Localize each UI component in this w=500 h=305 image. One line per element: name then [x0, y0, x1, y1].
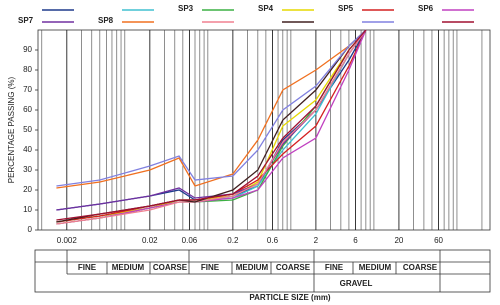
class-label: COARSE [153, 263, 188, 272]
class-label: MEDIUM [112, 263, 145, 272]
class-label: COARSE [403, 263, 438, 272]
series-line [56, 29, 367, 225]
x-axis-label: PARTICLE SIZE (mm) [249, 293, 331, 302]
legend-label: SP8 [98, 16, 114, 25]
x-tick-label: 0.002 [57, 236, 78, 245]
legend-label: SP4 [258, 4, 274, 13]
x-tick-label: 60 [434, 236, 443, 245]
x-tick-label: 2 [314, 236, 319, 245]
y-tick-label: 70 [23, 85, 32, 94]
series-line [56, 29, 367, 225]
series-line [56, 29, 367, 189]
class-label: FINE [325, 263, 344, 272]
plot-frame [37, 29, 491, 231]
legend-label: SP6 [418, 4, 434, 13]
class-label: MEDIUM [236, 263, 269, 272]
legend-label: SP7 [18, 16, 34, 25]
y-tick-label: 30 [23, 165, 32, 174]
class-label: COARSE [276, 263, 311, 272]
legend-label: SP5 [338, 4, 354, 13]
y-tick-label: 40 [23, 145, 32, 154]
y-tick-label: 60 [23, 105, 32, 114]
x-tick-label: 6 [353, 236, 358, 245]
y-tick-label: 80 [23, 65, 32, 74]
y-tick-label: 90 [23, 45, 32, 54]
series-line [56, 29, 367, 225]
x-tick-label: 0.02 [142, 236, 158, 245]
class-label: FINE [201, 263, 220, 272]
y-tick-label: 50 [23, 125, 32, 134]
series-line [56, 29, 367, 223]
series-line [56, 29, 367, 223]
gravel-label: GRAVEL [340, 279, 373, 288]
y-tick-label: 20 [23, 185, 32, 194]
class-label: FINE [78, 263, 97, 272]
series-line [56, 29, 367, 187]
x-tick-label: 0.6 [267, 236, 279, 245]
y-tick-label: 0 [28, 225, 33, 234]
x-tick-label: 0.2 [227, 236, 239, 245]
x-tick-label: 20 [394, 236, 403, 245]
series-line [56, 29, 367, 221]
class-label: MEDIUM [359, 263, 392, 272]
table-frame [34, 249, 491, 293]
y-tick-label: 10 [23, 205, 32, 214]
series-line [56, 29, 367, 223]
legend-label: SP3 [178, 4, 194, 13]
series-line [56, 29, 367, 223]
y-axis-label: PERCENTAGE PASSING (%) [7, 76, 16, 183]
x-tick-label: 0.06 [182, 236, 198, 245]
classification-table: FINE MEDIUM COARSE FINE MEDIUM COARSE FI… [34, 249, 491, 293]
